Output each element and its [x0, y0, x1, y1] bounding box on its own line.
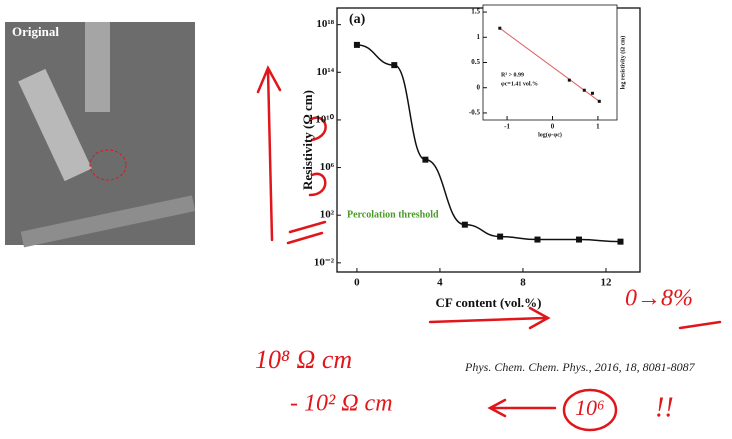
y-tick-label: 10¹⁰: [315, 113, 334, 125]
annotation: Percolation threshold: [347, 209, 439, 220]
y-tick-label: 10²: [320, 209, 335, 221]
y-tick-label: 10¹⁴: [316, 66, 334, 78]
marker: [617, 239, 623, 245]
inset-annotation: R² > 0.99: [501, 72, 524, 78]
scribble: [258, 68, 280, 240]
y-tick-label: -0.5: [469, 109, 481, 117]
y-tick-label: 1.5: [471, 8, 480, 16]
handwriting: 0→8%: [625, 286, 693, 312]
marker: [422, 157, 428, 163]
marker: [462, 222, 468, 228]
plot-frame: [483, 5, 617, 120]
y-tick-label: 10⁶: [320, 161, 335, 173]
y-tick-label: 0: [477, 83, 481, 91]
image-label: Original: [12, 24, 59, 39]
x-tick-label: 4: [437, 277, 443, 289]
x-tick-label: 8: [520, 277, 526, 289]
y-tick-label: 10¹⁸: [316, 18, 334, 30]
marker: [498, 27, 501, 30]
x-tick-label: 0: [551, 123, 555, 131]
citation: Phys. Chem. Chem. Phys., 2016, 18, 8081-…: [464, 360, 696, 374]
chart-title: (a): [349, 12, 366, 27]
inset-annotation: φc=1.41 vol.%: [501, 81, 538, 87]
marker: [598, 100, 601, 103]
x-axis-label: CF content (vol.%): [435, 295, 541, 310]
scribble: [490, 400, 555, 416]
x-axis-label: log(φ-φc): [538, 131, 562, 138]
y-tick-label: 10⁻²: [314, 256, 335, 268]
marker: [534, 237, 540, 243]
marker: [568, 79, 571, 82]
marker: [391, 62, 397, 68]
handwriting: 10⁸ Ω cm: [255, 345, 352, 374]
fiber: [85, 22, 110, 112]
marker: [583, 89, 586, 92]
handwriting: !!: [655, 392, 674, 423]
marker: [591, 92, 594, 95]
y-axis-label: Resistivity (Ω cm): [300, 90, 315, 190]
slide: Original Phys. Chem. Chem. Phys., 2016, …: [0, 0, 732, 439]
marker: [576, 237, 582, 243]
y-tick-label: 0.5: [471, 58, 480, 66]
handwriting: - 10² Ω cm: [290, 391, 393, 417]
y-axis-label: log resistivity (Ω cm): [619, 36, 626, 90]
x-tick-label: 1: [596, 123, 600, 131]
marker: [497, 234, 503, 240]
x-tick-label: 0: [354, 277, 360, 289]
handwriting: 10⁶: [575, 395, 605, 420]
y-tick-label: 1: [477, 33, 481, 41]
marker: [354, 42, 360, 48]
x-tick-label: 12: [600, 277, 612, 289]
x-tick-label: -1: [504, 123, 510, 131]
